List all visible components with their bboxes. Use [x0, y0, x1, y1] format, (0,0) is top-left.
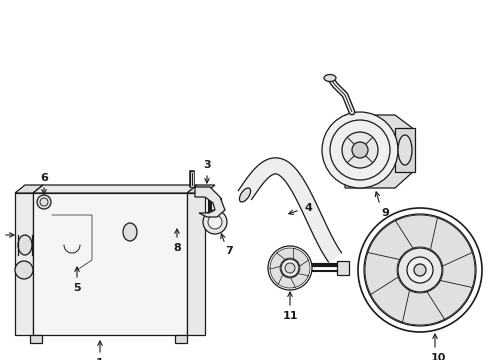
Ellipse shape	[18, 235, 32, 255]
Polygon shape	[33, 185, 197, 193]
Ellipse shape	[324, 75, 336, 81]
Text: 4: 4	[304, 203, 312, 213]
Polygon shape	[365, 246, 401, 294]
Circle shape	[398, 248, 442, 292]
Ellipse shape	[398, 135, 412, 165]
Polygon shape	[22, 200, 134, 208]
Polygon shape	[277, 274, 295, 288]
Polygon shape	[238, 158, 342, 262]
Text: 8: 8	[173, 243, 181, 253]
Ellipse shape	[240, 188, 250, 202]
Polygon shape	[33, 193, 187, 335]
Text: 1: 1	[96, 358, 104, 360]
Polygon shape	[395, 215, 444, 251]
Circle shape	[407, 257, 433, 283]
Text: 10: 10	[430, 353, 446, 360]
Polygon shape	[270, 252, 286, 269]
Ellipse shape	[123, 223, 137, 241]
Circle shape	[208, 215, 222, 229]
Polygon shape	[368, 218, 416, 260]
Polygon shape	[297, 258, 310, 278]
Text: 6: 6	[40, 173, 48, 183]
Bar	[175, 335, 187, 343]
Polygon shape	[187, 193, 205, 335]
Polygon shape	[187, 185, 215, 193]
Circle shape	[203, 210, 227, 234]
Text: 3: 3	[203, 160, 211, 170]
Polygon shape	[290, 274, 308, 288]
Text: 7: 7	[225, 246, 233, 256]
Bar	[30, 335, 42, 343]
Polygon shape	[431, 218, 472, 266]
Polygon shape	[439, 246, 475, 294]
Text: 9: 9	[381, 208, 389, 218]
Polygon shape	[368, 274, 410, 322]
Polygon shape	[122, 200, 134, 265]
Circle shape	[281, 259, 299, 277]
Polygon shape	[294, 248, 308, 266]
Polygon shape	[395, 289, 444, 325]
Circle shape	[322, 112, 398, 188]
Polygon shape	[195, 187, 225, 217]
Circle shape	[342, 132, 378, 168]
Polygon shape	[22, 208, 122, 265]
Polygon shape	[270, 266, 283, 284]
Circle shape	[352, 142, 368, 158]
Polygon shape	[175, 213, 193, 227]
Circle shape	[37, 195, 51, 209]
Text: 5: 5	[73, 283, 81, 293]
Circle shape	[15, 261, 33, 279]
Polygon shape	[424, 280, 472, 322]
Circle shape	[285, 263, 295, 273]
Circle shape	[414, 264, 426, 276]
Polygon shape	[345, 115, 415, 188]
Polygon shape	[15, 193, 33, 335]
Bar	[337, 261, 349, 275]
Text: 11: 11	[282, 311, 298, 321]
Polygon shape	[277, 248, 295, 259]
Bar	[395, 128, 415, 172]
Polygon shape	[15, 185, 43, 193]
